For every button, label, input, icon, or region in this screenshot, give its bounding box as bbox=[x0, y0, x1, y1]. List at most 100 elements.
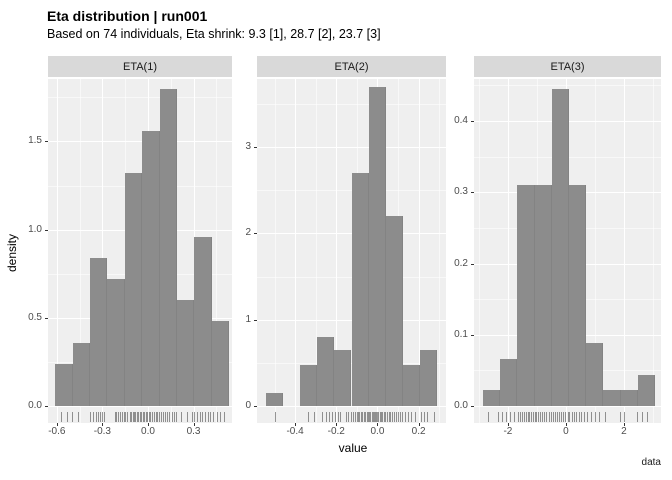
rug-mark bbox=[641, 412, 643, 422]
y-axis-tick-label: 0.1 bbox=[454, 328, 468, 340]
y-axis-tick-label: 0.4 bbox=[454, 115, 468, 127]
rug-mark bbox=[157, 412, 159, 422]
histogram-bar bbox=[177, 300, 195, 406]
gridline-major-v bbox=[507, 79, 509, 423]
rug-mark bbox=[599, 412, 601, 422]
rug-mark bbox=[166, 412, 168, 422]
chart-title: Eta distribution | run001 bbox=[47, 8, 208, 24]
x-axis-tick-label: 0.0 bbox=[141, 426, 155, 437]
rug-mark bbox=[127, 412, 129, 422]
x-axis-tick-mark bbox=[193, 423, 195, 426]
gridline-minor-v bbox=[79, 79, 81, 423]
rug-mark bbox=[525, 412, 527, 422]
y-axis-tick-label: 1.0 bbox=[28, 223, 42, 235]
rug-mark bbox=[338, 412, 340, 422]
rug-mark bbox=[97, 412, 99, 422]
rug-mark bbox=[400, 412, 402, 422]
rug-mark bbox=[381, 412, 383, 422]
y-axis-tick-mark bbox=[254, 233, 257, 235]
rug-mark bbox=[325, 412, 327, 422]
x-axis-tick-mark bbox=[147, 423, 149, 426]
rug-mark bbox=[541, 412, 543, 422]
gridline-major-v bbox=[336, 79, 338, 423]
rug-mark bbox=[133, 412, 135, 422]
gridline-minor-v bbox=[274, 79, 276, 423]
rug-mark bbox=[139, 412, 141, 422]
rug-mark bbox=[125, 412, 127, 422]
y-axis-tick-mark bbox=[471, 263, 474, 265]
rug-mark bbox=[313, 412, 315, 422]
x-axis-tick-label: 0.2 bbox=[411, 426, 426, 437]
rug-mark bbox=[340, 412, 342, 422]
rug-mark bbox=[102, 412, 104, 422]
rug-mark bbox=[78, 412, 80, 422]
gridline-minor-h bbox=[48, 97, 232, 99]
rug-mark bbox=[155, 412, 157, 422]
rug-mark bbox=[539, 412, 541, 422]
gridline-major-v bbox=[623, 79, 625, 423]
y-axis-tick-label: 0.2 bbox=[454, 257, 468, 269]
histogram-bar bbox=[402, 364, 420, 406]
gridline-major-h bbox=[257, 147, 446, 149]
histogram-bar bbox=[194, 236, 212, 406]
rug-mark bbox=[580, 412, 582, 422]
rug-mark bbox=[116, 412, 118, 422]
gridline-minor-v bbox=[594, 79, 596, 423]
histogram-bar bbox=[351, 173, 369, 406]
rug-mark bbox=[378, 412, 380, 422]
rug-mark bbox=[527, 412, 529, 422]
y-axis-tick-label: 0.5 bbox=[28, 311, 42, 323]
rug-mark bbox=[187, 412, 189, 422]
rug-mark bbox=[141, 412, 143, 422]
rug-mark bbox=[514, 412, 516, 422]
y-axis-tick-mark bbox=[45, 141, 48, 143]
x-axis-tick-mark bbox=[295, 423, 297, 426]
rug-mark bbox=[563, 412, 564, 422]
rug-mark bbox=[144, 412, 146, 422]
facet-panel bbox=[48, 79, 232, 423]
rug-mark bbox=[522, 412, 524, 422]
histogram-bar bbox=[266, 393, 284, 406]
x-axis-tick-label: 0 bbox=[563, 426, 569, 437]
rug-mark bbox=[561, 412, 563, 422]
rug-mark bbox=[332, 412, 334, 422]
rug-mark bbox=[148, 412, 150, 422]
rug-mark bbox=[520, 412, 522, 422]
rug-mark bbox=[129, 412, 131, 422]
histogram-bar bbox=[385, 216, 403, 406]
histogram-bar bbox=[637, 374, 655, 406]
rug-mark bbox=[534, 412, 536, 422]
histogram-bar bbox=[603, 390, 621, 406]
histogram-bar bbox=[211, 321, 230, 406]
rug-mark bbox=[423, 412, 425, 422]
chart-subtitle: Based on 74 individuals, Eta shrink: 9.3… bbox=[47, 27, 381, 41]
x-axis-tick-mark bbox=[565, 423, 567, 426]
histogram-bar bbox=[620, 390, 638, 406]
rug-mark bbox=[362, 412, 364, 422]
rug-mark bbox=[402, 412, 404, 422]
rug-mark bbox=[90, 412, 92, 422]
rug-mark bbox=[274, 412, 276, 422]
rug-mark bbox=[201, 412, 203, 422]
histogram-bar bbox=[55, 363, 73, 406]
rug-mark bbox=[154, 412, 156, 422]
rug-mark bbox=[383, 412, 385, 422]
y-axis-tick-mark bbox=[45, 406, 48, 407]
rug-mark bbox=[546, 412, 548, 422]
rug-mark bbox=[524, 412, 526, 422]
rug-mark bbox=[623, 412, 625, 422]
y-axis-tick-label: 0.3 bbox=[454, 186, 468, 198]
rug-mark bbox=[357, 412, 359, 422]
rug-mark bbox=[142, 412, 144, 422]
rug-mark bbox=[138, 412, 140, 422]
rug-mark bbox=[72, 412, 73, 422]
rug-mark bbox=[636, 412, 638, 422]
histogram-bar bbox=[300, 364, 318, 406]
rug-mark bbox=[347, 412, 349, 422]
rug-mark bbox=[160, 412, 162, 422]
rug-mark bbox=[365, 412, 367, 422]
gridline-major-h bbox=[257, 406, 446, 407]
histogram-bar bbox=[568, 185, 587, 406]
x-axis-title: value bbox=[338, 441, 368, 455]
rug-mark bbox=[390, 412, 392, 422]
